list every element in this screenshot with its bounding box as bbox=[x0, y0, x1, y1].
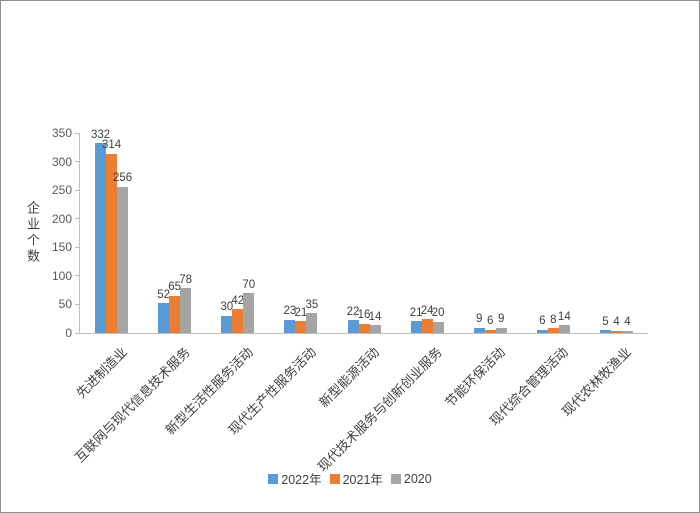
category-label: 现代农林牧渔业 bbox=[559, 344, 635, 420]
legend-item: 2021年 bbox=[329, 469, 383, 488]
legend-label: 2021年 bbox=[342, 473, 383, 487]
y-tick-label: 50 bbox=[58, 297, 72, 312]
data-label: 70 bbox=[242, 278, 256, 291]
bar-series2-cat1 bbox=[106, 153, 118, 333]
bar-series1-cat5 bbox=[347, 320, 359, 333]
data-label: 4 bbox=[624, 316, 631, 329]
data-label: 14 bbox=[368, 310, 382, 323]
data-label: 16 bbox=[357, 309, 371, 322]
y-tick-label: 0 bbox=[65, 326, 72, 340]
bar-series3-cat6 bbox=[432, 321, 444, 333]
data-label: 14 bbox=[557, 310, 571, 323]
legend-swatch bbox=[268, 473, 279, 484]
y-tick-label: 250 bbox=[51, 183, 72, 198]
y-tick-mark bbox=[75, 189, 80, 191]
y-tick-mark bbox=[75, 332, 80, 334]
bar-series3-cat3 bbox=[243, 293, 255, 333]
bar-series3-cat4 bbox=[306, 313, 318, 333]
data-label: 78 bbox=[179, 273, 193, 286]
y-tick-mark bbox=[75, 161, 80, 163]
category-label: 现代技术服务与创新创业服务 bbox=[314, 344, 446, 475]
plot-area: 0 50 100 150 200 250 300 350 332 314 256 先进制造业 52 65 7… bbox=[52, 127, 648, 474]
y-tick-label: 100 bbox=[51, 268, 72, 283]
bar-series2-cat7 bbox=[484, 329, 496, 333]
bar-series3-cat7 bbox=[495, 327, 507, 333]
y-tick-mark bbox=[75, 218, 80, 220]
legend-item: 2022年 bbox=[268, 469, 322, 488]
bar-series1-cat1 bbox=[95, 143, 107, 333]
bar-series2-cat3 bbox=[232, 309, 244, 333]
bar-series3-cat1 bbox=[117, 186, 129, 333]
category-label: 先进制造业 bbox=[72, 344, 130, 401]
bar-series2-cat9 bbox=[610, 330, 622, 333]
legend-label: 2022年 bbox=[281, 473, 322, 487]
legend: 2022年 2021年 2020 bbox=[1, 469, 699, 488]
data-label: 21 bbox=[409, 306, 423, 319]
data-label: 9 bbox=[476, 313, 483, 326]
y-axis-title: 企业个数 bbox=[25, 201, 40, 265]
data-label: 8 bbox=[550, 313, 557, 326]
y-tick-label: 300 bbox=[51, 154, 72, 169]
bar-series2-cat2 bbox=[169, 295, 181, 333]
data-label: 24 bbox=[420, 304, 434, 317]
legend-swatch bbox=[390, 473, 401, 484]
bar-series2-cat4 bbox=[295, 321, 307, 333]
data-label: 35 bbox=[305, 298, 319, 311]
data-label: 9 bbox=[498, 313, 505, 326]
bar-series3-cat9 bbox=[621, 330, 633, 333]
data-label: 21 bbox=[294, 306, 308, 319]
bar-series1-cat3 bbox=[221, 315, 233, 333]
bar-series3-cat5 bbox=[369, 325, 381, 333]
y-tick-label: 350 bbox=[51, 126, 72, 140]
bar-series1-cat7 bbox=[473, 327, 485, 333]
data-label: 332 bbox=[90, 128, 111, 141]
bar-series2-cat8 bbox=[547, 328, 559, 333]
data-label: 256 bbox=[112, 172, 133, 185]
y-tick-mark bbox=[75, 132, 80, 134]
y-tick-label: 150 bbox=[51, 240, 72, 255]
data-label: 42 bbox=[231, 294, 245, 307]
bar-series1-cat2 bbox=[158, 303, 170, 333]
legend-label: 2020 bbox=[403, 471, 432, 486]
data-label: 30 bbox=[220, 301, 234, 314]
bar-series1-cat4 bbox=[284, 319, 296, 333]
legend-swatch bbox=[329, 473, 340, 484]
category-label: 互联网与现代信息技术服务 bbox=[71, 344, 193, 466]
data-label: 314 bbox=[101, 139, 122, 152]
data-label: 22 bbox=[346, 305, 360, 318]
y-tick-mark bbox=[75, 246, 80, 248]
bar-series2-cat6 bbox=[421, 319, 433, 333]
bar-series3-cat2 bbox=[180, 288, 192, 333]
legend-item: 2020 bbox=[390, 471, 432, 486]
data-label: 65 bbox=[168, 281, 182, 294]
bar-series1-cat9 bbox=[599, 330, 611, 333]
data-label: 5 bbox=[602, 315, 609, 328]
data-label: 23 bbox=[283, 305, 297, 318]
bar-series3-cat8 bbox=[558, 325, 570, 333]
category-label: 节能环保活动 bbox=[442, 344, 509, 411]
bar-series1-cat6 bbox=[410, 321, 422, 333]
data-label: 6 bbox=[539, 315, 546, 328]
data-label: 20 bbox=[431, 307, 445, 320]
data-label: 4 bbox=[613, 316, 620, 329]
y-tick-label: 200 bbox=[51, 211, 72, 226]
data-label: 6 bbox=[487, 315, 494, 328]
bar-series1-cat8 bbox=[536, 329, 548, 333]
bar-series2-cat5 bbox=[358, 323, 370, 333]
y-tick-mark bbox=[75, 303, 80, 305]
category-label: 新型能源活动 bbox=[316, 344, 382, 411]
data-label: 52 bbox=[157, 288, 171, 301]
y-tick-mark bbox=[75, 275, 80, 277]
